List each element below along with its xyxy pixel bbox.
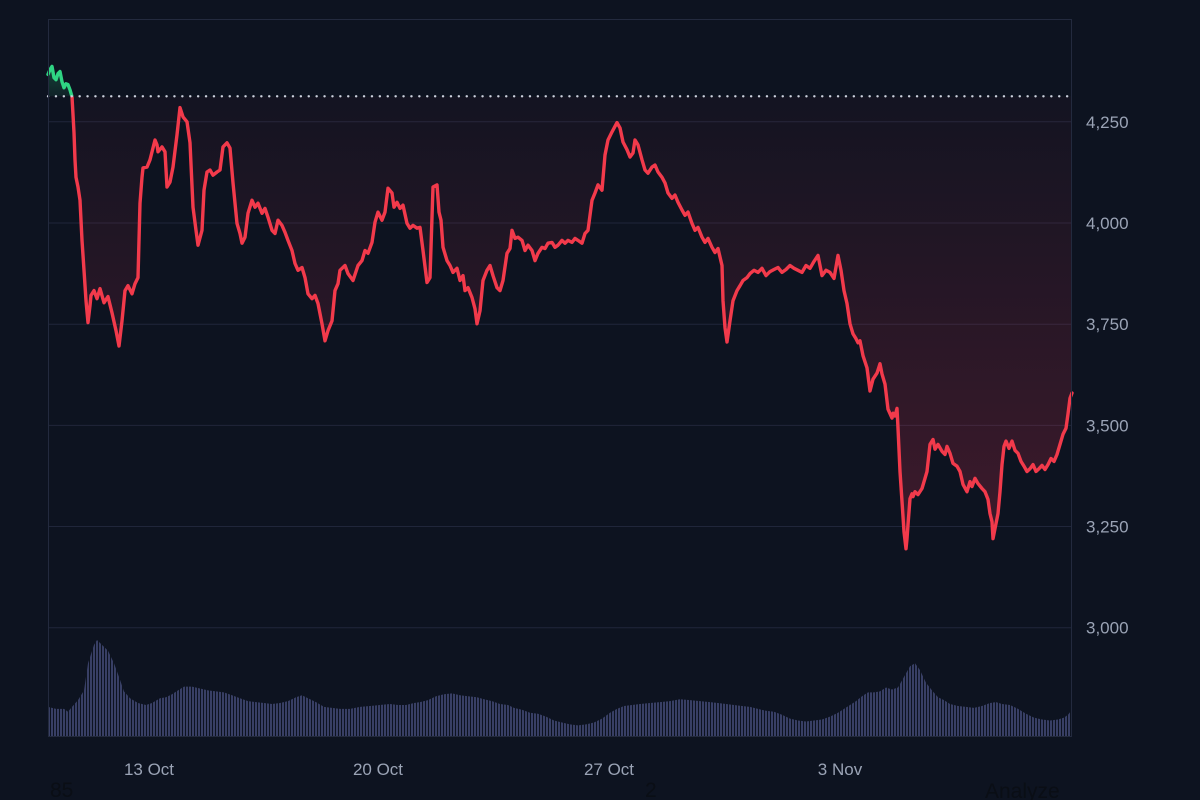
- price-area-down: [71, 96, 1072, 549]
- x-axis-labels: 13 Oct 20 Oct 27 Oct 3 Nov: [124, 760, 863, 779]
- y-tick-label: 3,250: [1086, 518, 1129, 537]
- analyze-button[interactable]: Analyze: [985, 780, 1060, 800]
- y-tick-label: 4,250: [1086, 113, 1129, 132]
- footer-count-center: 2: [645, 779, 657, 800]
- y-tick-label: 3,750: [1086, 315, 1129, 334]
- volume-area: [48, 640, 1072, 737]
- chart-border: [48, 19, 1072, 737]
- price-line-down: [70, 96, 1074, 551]
- y-tick-label: 3,000: [1086, 619, 1129, 638]
- x-tick-label: 20 Oct: [353, 760, 403, 779]
- y-tick-label: 3,500: [1086, 416, 1129, 435]
- x-tick-label: 27 Oct: [584, 760, 634, 779]
- x-tick-label: 13 Oct: [124, 760, 174, 779]
- x-tick-label: 3 Nov: [818, 760, 863, 779]
- y-axis-labels: 4,250 4,000 3,750 3,500 3,250 3,000: [1086, 113, 1129, 638]
- footer-count-left: 85: [50, 779, 74, 800]
- y-tick-label: 4,000: [1086, 214, 1129, 233]
